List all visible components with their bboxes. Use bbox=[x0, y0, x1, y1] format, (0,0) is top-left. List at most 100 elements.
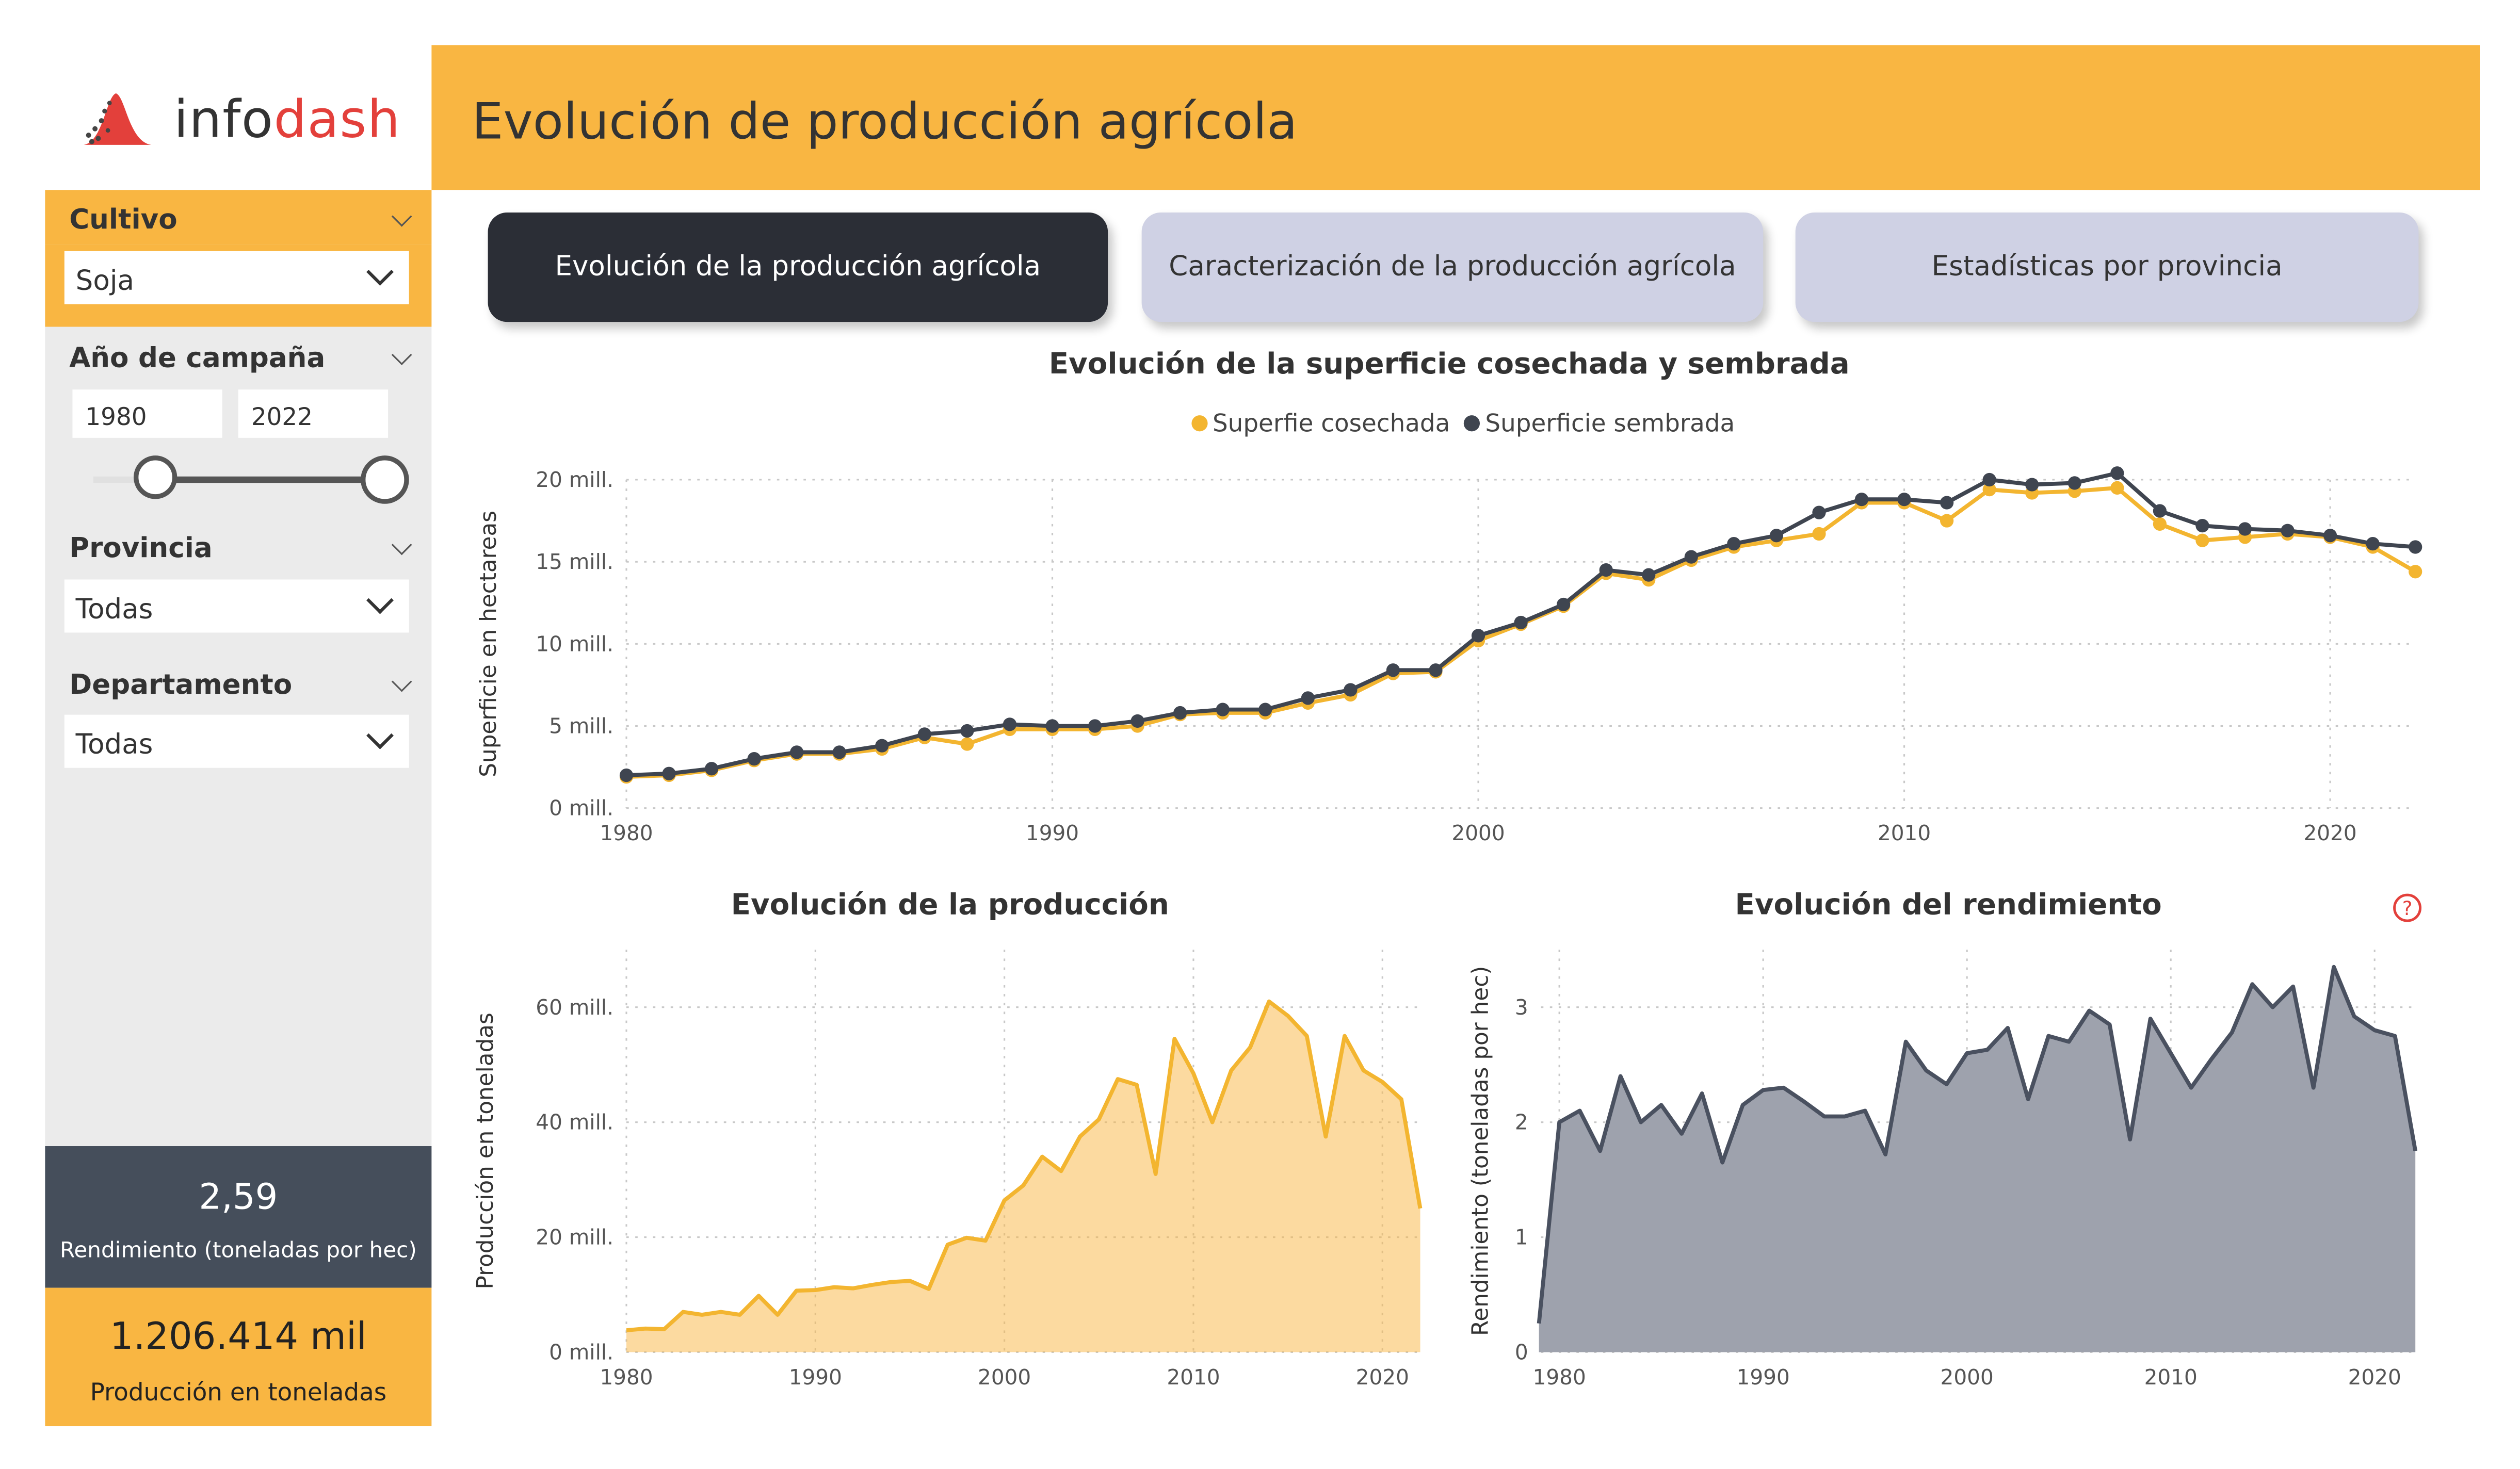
chart-produccion-title: Evolución de la producción bbox=[731, 888, 1169, 923]
kpi-produccion-label: Producción en toneladas bbox=[90, 1378, 387, 1407]
page-title: Evolución de producción agrícola bbox=[472, 93, 1298, 152]
help-icon[interactable]: ? bbox=[2391, 892, 2423, 924]
page-header: Evolución de producción agrícola bbox=[431, 45, 2480, 190]
data-point-1 bbox=[2110, 466, 2124, 480]
x-tick-label: 2010 bbox=[2144, 1365, 2198, 1390]
data-point-1 bbox=[2067, 476, 2081, 490]
data-point-1 bbox=[2153, 504, 2167, 518]
slicer-cultivo-header[interactable]: Cultivo bbox=[45, 190, 432, 245]
y-tick-label: 0 mill. bbox=[549, 796, 613, 821]
y-tick-label: 15 mill. bbox=[536, 549, 613, 574]
x-tick-label: 2000 bbox=[1941, 1365, 1994, 1390]
data-point-0 bbox=[1812, 527, 1826, 541]
brand-name-part2: dash bbox=[273, 88, 401, 150]
data-point-1 bbox=[1045, 719, 1059, 733]
data-point-1 bbox=[662, 766, 676, 780]
area-fill bbox=[1539, 967, 2416, 1352]
y-tick-label: 0 mill. bbox=[549, 1340, 613, 1365]
kpi-rendimiento-value: 2,59 bbox=[199, 1178, 278, 1219]
data-point-1 bbox=[619, 768, 634, 782]
provincia-dropdown[interactable]: Todas bbox=[64, 579, 409, 633]
data-point-1 bbox=[1088, 719, 1102, 733]
y-tick-label: 3 bbox=[1515, 995, 1528, 1020]
data-point-1 bbox=[2025, 478, 2039, 492]
brand-name-part1: info bbox=[174, 88, 274, 150]
cultivo-value: Soja bbox=[75, 265, 135, 298]
y-axis-label: Producción en toneladas bbox=[472, 1013, 498, 1289]
y-tick-label: 40 mill. bbox=[536, 1110, 613, 1135]
brand-logo: infodash bbox=[45, 45, 432, 190]
slicer-cultivo-label: Cultivo bbox=[69, 204, 177, 237]
data-point-1 bbox=[1216, 703, 1230, 716]
departamento-dropdown[interactable]: Todas bbox=[64, 714, 409, 768]
data-point-1 bbox=[1344, 683, 1358, 697]
area-fill bbox=[626, 1001, 1420, 1352]
slicer-provincia-label: Provincia bbox=[69, 532, 213, 565]
data-point-1 bbox=[1386, 663, 1400, 677]
data-point-1 bbox=[2195, 519, 2209, 533]
x-tick-label: 1980 bbox=[600, 1365, 653, 1390]
y-tick-label: 10 mill. bbox=[536, 631, 613, 656]
data-point-0 bbox=[2409, 565, 2422, 579]
data-point-1 bbox=[875, 739, 889, 753]
legend-dot-sembrada bbox=[1464, 415, 1480, 432]
tab-estadisticas[interactable]: Estadísticas por provincia bbox=[1795, 212, 2419, 322]
year-to-value: 2022 bbox=[251, 402, 313, 432]
year-slider-handle-end[interactable] bbox=[361, 455, 409, 504]
cultivo-dropdown[interactable]: Soja bbox=[64, 251, 409, 304]
y-tick-label: 20 mill. bbox=[536, 467, 613, 492]
data-point-1 bbox=[1769, 529, 1784, 543]
data-point-1 bbox=[1854, 493, 1869, 507]
data-point-1 bbox=[1130, 714, 1144, 728]
x-tick-label: 1990 bbox=[1737, 1365, 1790, 1390]
y-tick-label: 5 mill. bbox=[549, 714, 613, 739]
data-point-0 bbox=[1940, 514, 1954, 528]
data-point-1 bbox=[2409, 540, 2422, 554]
kpi-rendimiento: 2,59 Rendimiento (toneladas por hec) bbox=[45, 1146, 432, 1288]
brand-name: infodash bbox=[174, 89, 401, 150]
data-point-1 bbox=[1940, 496, 1954, 510]
data-point-1 bbox=[1599, 563, 1613, 577]
year-to-input[interactable]: 2022 bbox=[238, 389, 389, 438]
x-tick-label: 2000 bbox=[978, 1365, 1031, 1390]
provincia-value: Todas bbox=[75, 594, 153, 626]
kpi-rendimiento-label: Rendimiento (toneladas por hec) bbox=[60, 1237, 417, 1264]
slicer-provincia-header[interactable]: Provincia bbox=[45, 518, 431, 573]
data-point-0 bbox=[960, 737, 974, 751]
x-tick-label: 2000 bbox=[1451, 821, 1505, 845]
data-point-1 bbox=[1982, 472, 1996, 487]
data-point-1 bbox=[2323, 529, 2337, 543]
data-point-0 bbox=[1982, 482, 1996, 497]
y-axis-label: Rendimiento (toneladas por hec) bbox=[1467, 966, 1494, 1336]
data-point-1 bbox=[1727, 537, 1741, 551]
chart-rendimiento-title: Evolución del rendimiento bbox=[1735, 888, 2162, 923]
x-tick-label: 1990 bbox=[1026, 821, 1079, 845]
year-slider-track bbox=[157, 476, 386, 483]
series-line-0 bbox=[626, 999, 1423, 1333]
data-point-1 bbox=[917, 727, 931, 741]
x-tick-label: 2020 bbox=[2348, 1365, 2401, 1390]
x-tick-label: 1990 bbox=[789, 1365, 842, 1390]
svg-text:?: ? bbox=[2402, 897, 2413, 920]
slicer-departamento-label: Departamento bbox=[69, 670, 293, 702]
data-point-1 bbox=[1429, 663, 1443, 677]
chart-superficie-title: Evolución de la superficie cosechada y s… bbox=[1048, 348, 1850, 382]
data-point-1 bbox=[2238, 522, 2252, 536]
slicer-departamento-header[interactable]: Departamento bbox=[45, 655, 431, 710]
data-point-1 bbox=[790, 745, 804, 759]
data-point-1 bbox=[1173, 706, 1187, 720]
data-point-1 bbox=[1684, 550, 1698, 564]
year-slider-handle-start[interactable] bbox=[134, 455, 177, 499]
tab-evolucion[interactable]: Evolución de la producción agrícola bbox=[488, 212, 1108, 322]
filter-sidebar: Cultivo Soja Año de campaña 1980 2022 Pr… bbox=[45, 190, 432, 1147]
year-from-input[interactable]: 1980 bbox=[72, 389, 222, 438]
tab-caracterizacion[interactable]: Caracterización de la producción agrícol… bbox=[1141, 212, 1764, 322]
logo-icon bbox=[84, 93, 152, 145]
data-point-1 bbox=[832, 745, 846, 759]
y-tick-label: 1 bbox=[1515, 1225, 1528, 1250]
data-point-1 bbox=[2281, 524, 2295, 537]
slicer-anio-header[interactable]: Año de campaña bbox=[45, 329, 431, 383]
series-line-0 bbox=[1537, 965, 2418, 1324]
y-tick-label: 20 mill. bbox=[536, 1225, 613, 1250]
